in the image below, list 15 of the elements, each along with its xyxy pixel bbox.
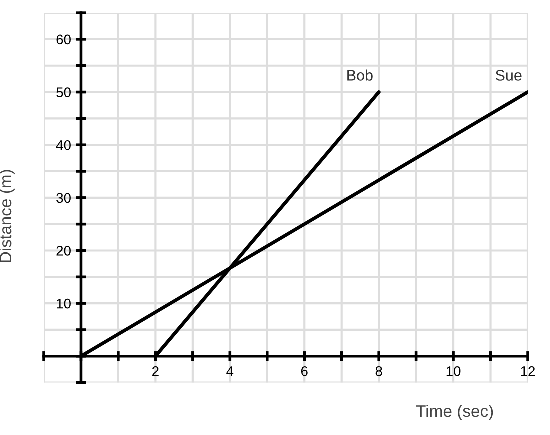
x-tick-label: 6 (301, 366, 308, 376)
y-tick-label: 60 (56, 34, 71, 45)
series-label: Bob (348, 70, 373, 81)
x-tick-label: 12 (521, 366, 536, 376)
y-tick-label: 30 (56, 193, 71, 204)
y-tick-label: 40 (56, 140, 71, 150)
x-tick-label: 2 (152, 366, 159, 376)
x-axis-title: Time (sec) (416, 404, 494, 421)
series-label: Sue (496, 70, 522, 81)
x-tick-label: 8 (376, 366, 382, 376)
x-tick-label: 4 (226, 366, 234, 376)
y-tick-label: 20 (56, 246, 71, 256)
x-tick-label: 10 (446, 366, 461, 376)
y-tick-label: 10 (57, 298, 71, 309)
y-tick-label: 50 (56, 88, 71, 98)
